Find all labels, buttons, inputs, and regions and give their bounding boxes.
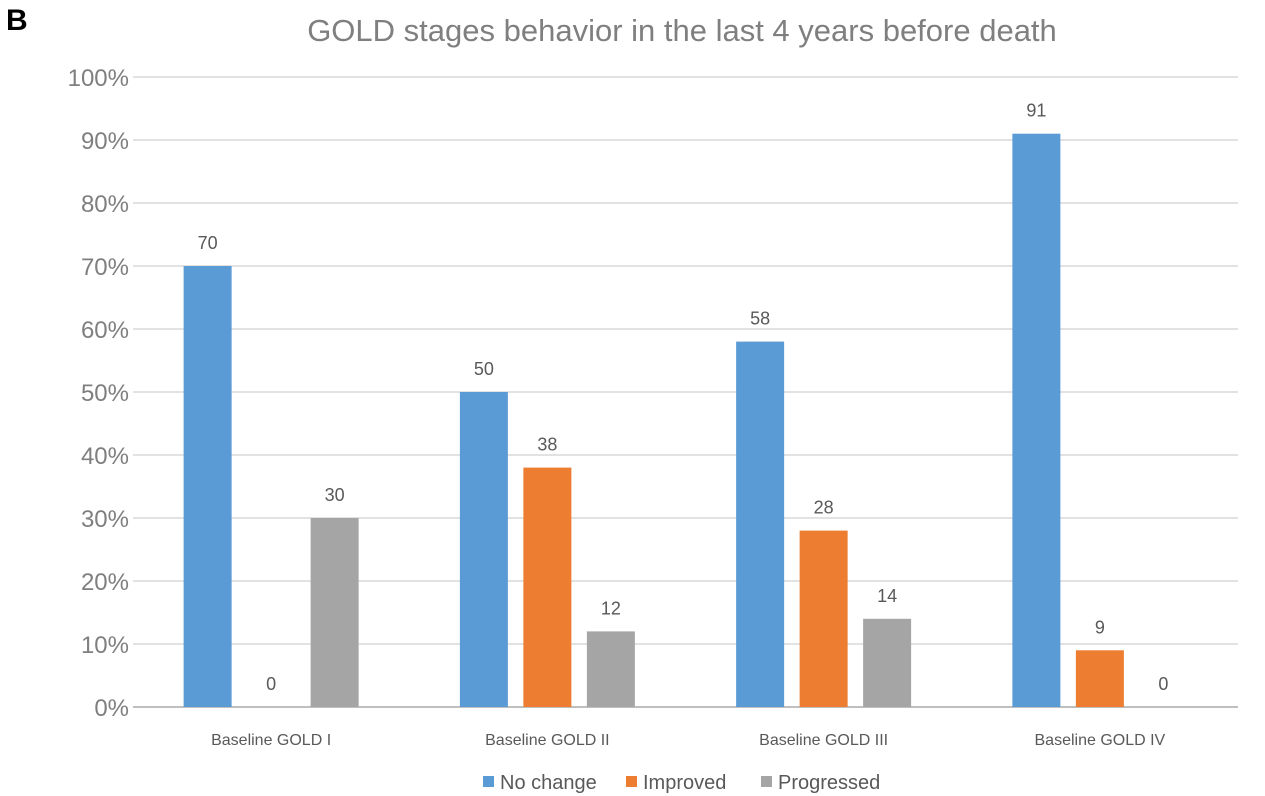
- bar-improved: [799, 530, 848, 707]
- data-labels: 70 0 30 50 38 12 58 28 14 91 9 0: [198, 101, 1169, 694]
- y-tick-label: 20%: [81, 569, 129, 596]
- legend-swatch: [626, 776, 637, 787]
- y-tick-label: 100%: [68, 65, 129, 92]
- bars: [183, 133, 1124, 707]
- y-tick-label: 40%: [81, 443, 129, 470]
- data-label: 50: [474, 359, 494, 379]
- data-label: 0: [1158, 674, 1168, 694]
- bar-improved: [1075, 650, 1124, 707]
- data-label: 14: [877, 586, 897, 606]
- legend-swatch: [483, 776, 494, 787]
- data-label: 9: [1095, 617, 1105, 637]
- bar-no-change: [736, 341, 785, 707]
- y-tick-label: 0%: [94, 695, 129, 722]
- bar-progressed: [586, 631, 635, 707]
- legend: No change Improved Progressed: [483, 772, 880, 794]
- y-tick-label: 50%: [81, 380, 129, 407]
- legend-label: Improved: [643, 772, 726, 794]
- gridlines: [133, 76, 1238, 708]
- y-axis-tick-labels: 0% 10% 20% 30% 40% 50% 60% 70% 80% 90% 100%: [68, 65, 129, 722]
- y-tick-label: 10%: [81, 632, 129, 659]
- bar-progressed: [863, 618, 912, 707]
- data-label: 58: [750, 309, 770, 329]
- bar-no-change: [183, 266, 232, 707]
- data-label: 12: [601, 598, 621, 618]
- x-axis-category-labels: Baseline GOLD I Baseline GOLD II Baseline …: [211, 732, 1165, 749]
- data-label: 91: [1026, 101, 1046, 121]
- bar-no-change: [1012, 133, 1061, 707]
- y-tick-label: 30%: [81, 506, 129, 533]
- legend-label: No change: [500, 772, 597, 794]
- y-tick-label: 80%: [81, 191, 129, 218]
- legend-label: Progressed: [778, 772, 880, 794]
- x-category-label: Baseline GOLD I: [211, 732, 331, 749]
- chart-title: GOLD stages behavior in the last 4 years…: [307, 13, 1057, 48]
- legend-swatch: [761, 776, 772, 787]
- panel-letter: B: [6, 4, 28, 37]
- y-tick-label: 90%: [81, 128, 129, 155]
- bar-improved: [523, 467, 572, 707]
- x-category-label: Baseline GOLD III: [759, 732, 888, 749]
- x-category-label: Baseline GOLD IV: [1035, 732, 1166, 749]
- bar-progressed: [310, 518, 359, 707]
- data-label: 70: [198, 233, 218, 253]
- data-label: 0: [266, 674, 276, 694]
- data-label: 30: [325, 485, 345, 505]
- x-category-label: Baseline GOLD II: [485, 732, 610, 749]
- bar-no-change: [459, 392, 508, 707]
- y-tick-label: 70%: [81, 254, 129, 281]
- y-tick-label: 60%: [81, 317, 129, 344]
- data-label: 38: [537, 435, 557, 455]
- data-label: 28: [814, 498, 834, 518]
